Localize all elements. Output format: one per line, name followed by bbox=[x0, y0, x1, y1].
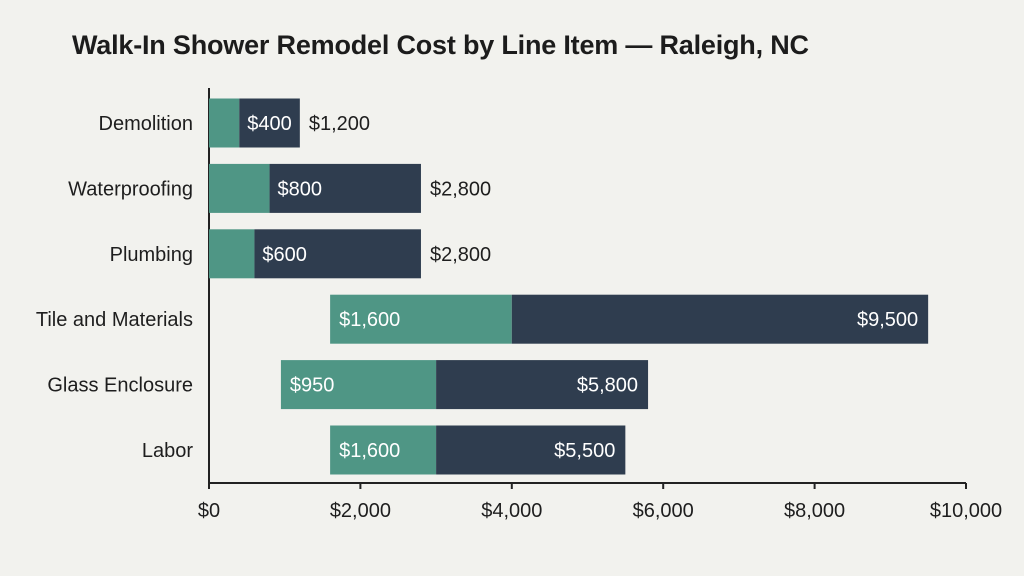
chart-title: Walk-In Shower Remodel Cost by Line Item… bbox=[72, 30, 809, 60]
bar-high-label: $5,500 bbox=[554, 440, 615, 462]
bar-low-label: $600 bbox=[262, 244, 307, 266]
bar-low-label: $1,600 bbox=[339, 309, 400, 331]
bar-low-segment bbox=[209, 229, 255, 279]
bar-low-label: $400 bbox=[247, 113, 292, 135]
category-label: Tile and Materials bbox=[36, 309, 193, 331]
category-label: Labor bbox=[142, 440, 193, 462]
category-label: Glass Enclosure bbox=[47, 375, 193, 397]
bar-high-label: $9,500 bbox=[857, 309, 918, 331]
bar-high-segment bbox=[269, 163, 421, 213]
bar-low-segment bbox=[209, 98, 240, 148]
x-tick-label: $6,000 bbox=[633, 500, 694, 522]
bar-high-segment bbox=[254, 229, 421, 279]
bar-low-label: $950 bbox=[290, 375, 335, 397]
category-label: Plumbing bbox=[110, 244, 193, 266]
bar-low-segment bbox=[330, 294, 512, 344]
bar-low-segment bbox=[280, 360, 437, 410]
bar-low-segment bbox=[209, 163, 270, 213]
bar-high-label: $2,800 bbox=[430, 178, 491, 200]
bar-high-label: $5,800 bbox=[577, 375, 638, 397]
bar-high-segment bbox=[239, 98, 300, 148]
bar-low-label: $800 bbox=[278, 178, 323, 200]
x-tick-label: $0 bbox=[198, 500, 220, 522]
x-tick-label: $10,000 bbox=[930, 500, 1002, 522]
bar-high-segment bbox=[436, 360, 649, 410]
x-tick-label: $8,000 bbox=[784, 500, 845, 522]
bar-high-label: $1,200 bbox=[309, 113, 370, 135]
bar-high-label: $2,800 bbox=[430, 244, 491, 266]
bar-low-segment bbox=[330, 425, 437, 475]
category-label: Demolition bbox=[99, 113, 193, 135]
bar-high-segment bbox=[511, 294, 929, 344]
x-tick-label: $4,000 bbox=[481, 500, 542, 522]
category-label: Waterproofing bbox=[68, 178, 193, 200]
bar-low-label: $1,600 bbox=[339, 440, 400, 462]
bar-high-segment bbox=[436, 425, 626, 475]
x-tick-label: $2,000 bbox=[330, 500, 391, 522]
